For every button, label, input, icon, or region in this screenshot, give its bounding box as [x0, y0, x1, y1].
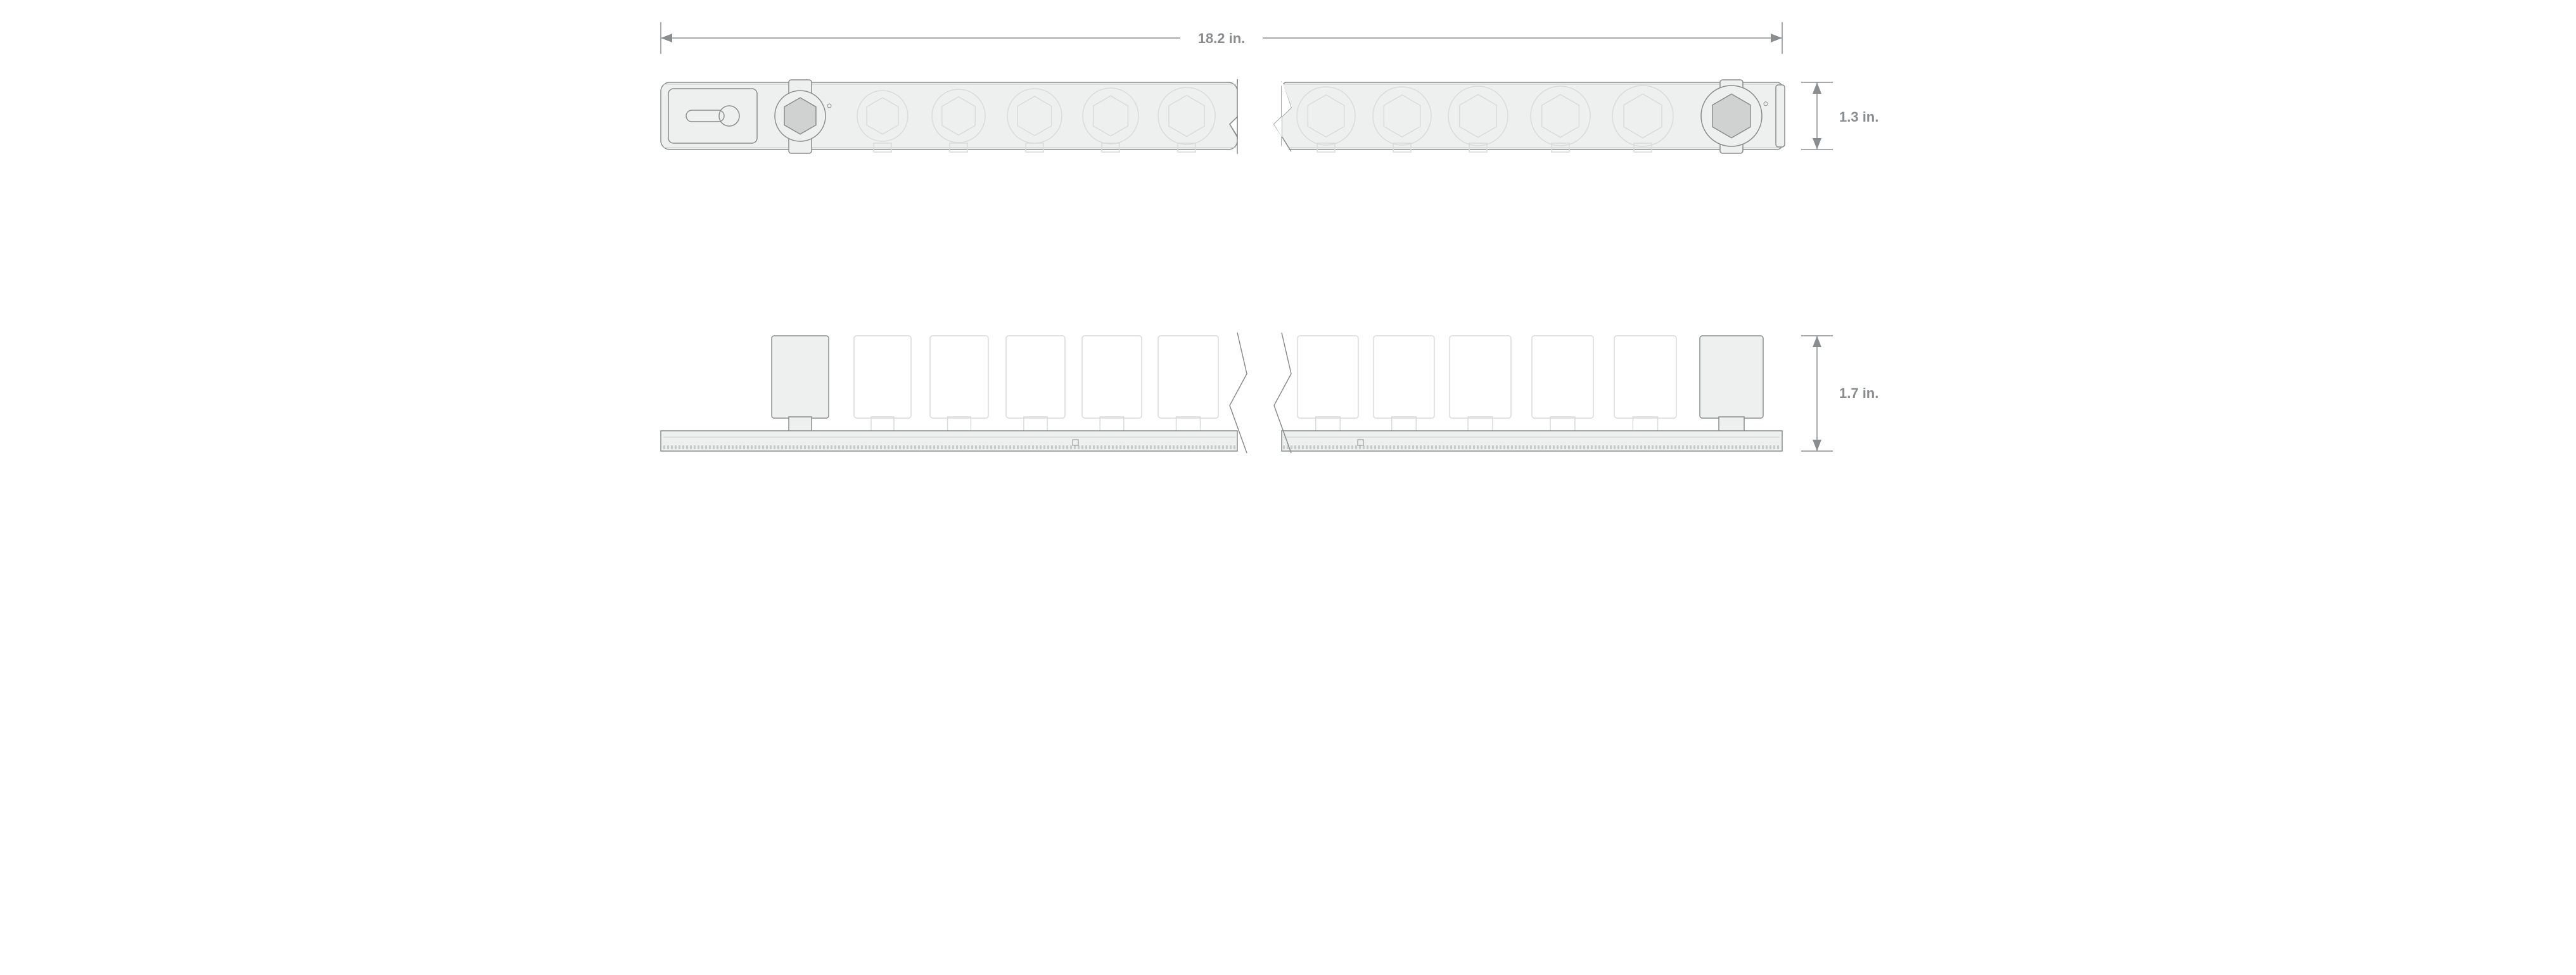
ghost-socket — [854, 336, 911, 436]
height-top-value: 1.3 in. — [1839, 109, 1878, 125]
width-value: 18.2 in. — [1198, 30, 1246, 46]
socket — [772, 336, 829, 436]
ghost-socket — [1158, 336, 1218, 436]
ghost-socket — [1298, 336, 1358, 436]
ghost-socket — [930, 336, 988, 436]
ghost-socket — [1006, 336, 1065, 436]
height-bottom-value: 1.7 in. — [1839, 385, 1878, 401]
width-dimension: 18.2 in. — [661, 22, 1782, 54]
ghost-socket — [1532, 336, 1593, 436]
dimension-diagram: 18.2 in. — [654, 13, 1922, 497]
height-top-dimension: 1.3 in. — [1801, 82, 1878, 150]
socket — [1700, 336, 1763, 436]
ghost-socket — [1614, 336, 1676, 436]
ghost-socket — [1374, 336, 1434, 436]
side-view — [661, 329, 1782, 456]
ghost-socket — [1450, 336, 1511, 436]
height-bottom-dimension: 1.7 in. — [1801, 336, 1878, 451]
top-view — [661, 79, 1785, 154]
ghost-socket — [1082, 336, 1142, 436]
diagram-svg: 18.2 in. — [654, 13, 1922, 494]
